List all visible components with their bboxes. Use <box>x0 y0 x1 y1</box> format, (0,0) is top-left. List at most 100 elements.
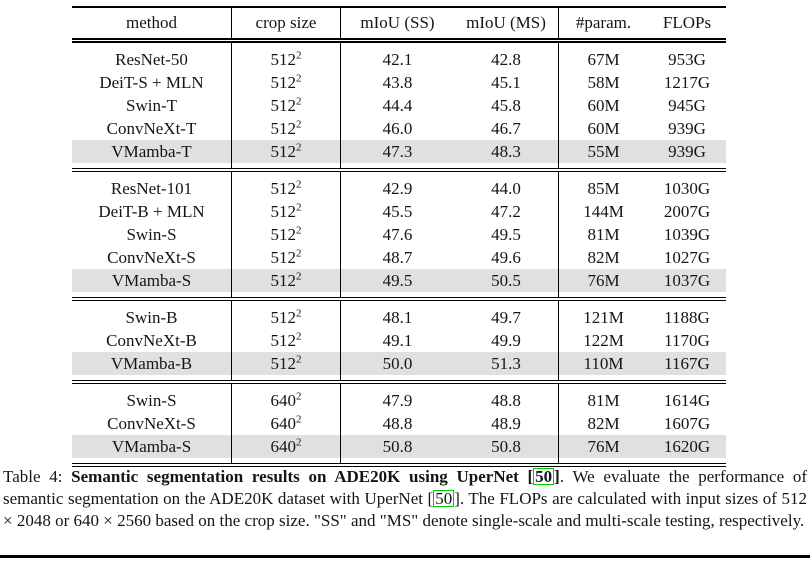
spacer-cell <box>231 382 341 389</box>
crop-size-exponent: 2 <box>296 118 302 131</box>
table-row: ConvNeXt-T 5122 46.0 46.7 60M 939G <box>72 117 726 140</box>
cell-miou-ms: 49.9 <box>454 329 559 352</box>
crop-size-value: 640 <box>270 437 297 456</box>
cell-miou-ms: 46.7 <box>454 117 559 140</box>
spacer-cell <box>648 458 726 465</box>
crop-size-exponent: 2 <box>296 201 302 214</box>
cell-params: 67M <box>587 50 620 69</box>
crop-size-value: 512 <box>270 50 297 69</box>
cell-flops: 1037G <box>648 269 726 292</box>
cell-flops: 945G <box>668 96 706 115</box>
table-header-row: method crop size mIoU (SS) mIoU (MS) #pa… <box>72 7 726 43</box>
spacer-cell <box>341 292 455 299</box>
spacer-cell <box>648 41 726 49</box>
spacer-cell <box>648 382 726 389</box>
cell-method: VMamba-S <box>72 269 232 292</box>
caption-text: ]. The FLOPs are calculated with input s… <box>3 488 807 530</box>
cell-miou-ms: 49.6 <box>454 246 559 269</box>
cell-crop-size: 5122 <box>231 200 341 223</box>
spacer-cell <box>454 382 559 389</box>
table-row: Swin-B 5122 48.1 49.7 121M 1188G <box>72 306 726 329</box>
cell-miou-ms: 50.5 <box>454 269 559 292</box>
cell-miou-ms: 45.8 <box>454 94 559 117</box>
spacer-cell <box>454 163 559 170</box>
spacer-cell <box>454 458 559 465</box>
spacer-cell <box>559 41 649 49</box>
cell-miou-ss: 48.8 <box>382 414 413 433</box>
spacer-cell <box>454 299 559 306</box>
crop-size-value: 512 <box>270 354 297 373</box>
spacer-row <box>72 299 726 306</box>
cell-params: 122M <box>583 331 624 350</box>
spacer-cell <box>648 170 726 177</box>
col-header-method: method <box>72 7 232 43</box>
cell-crop-size: 5122 <box>231 71 341 94</box>
crop-size-value: 512 <box>270 96 297 115</box>
cell-crop-size: 5122 <box>231 48 341 71</box>
cell-crop-size: 5122 <box>231 352 341 375</box>
spacer-row <box>72 40 726 49</box>
cell-crop-size: 5122 <box>231 269 341 292</box>
table-row: ResNet-101 5122 42.9 44.0 85M 1030G <box>72 177 726 200</box>
cell-method: ResNet-50 <box>72 48 232 71</box>
spacer-cell <box>559 375 649 382</box>
citation-ref[interactable]: 50 <box>433 488 455 508</box>
spacer-cell <box>72 292 232 299</box>
crop-size-value: 512 <box>270 73 297 92</box>
cell-params: 76M <box>558 269 648 292</box>
cell-miou-ss: 49.1 <box>382 331 413 350</box>
cell-miou-ss: 46.0 <box>382 119 413 138</box>
cell-miou-ms: 49.5 <box>454 223 559 246</box>
crop-size-exponent: 2 <box>296 307 302 320</box>
spacer-cell <box>454 170 559 177</box>
cell-crop-size: 5122 <box>231 329 341 352</box>
spacer-cell <box>559 382 649 389</box>
cell-crop-size: 5122 <box>231 177 341 200</box>
crop-size-value: 512 <box>270 119 297 138</box>
citation-ref[interactable]: 50 <box>533 467 555 486</box>
spacer-row <box>72 170 726 177</box>
cell-miou-ss: 43.8 <box>382 73 413 92</box>
cell-method: ConvNeXt-T <box>72 117 232 140</box>
table-row: ConvNeXt-S 6402 48.8 48.9 82M 1607G <box>72 412 726 435</box>
spacer-cell <box>72 299 232 306</box>
crop-size-exponent: 2 <box>296 72 302 85</box>
caption-text: Table 4: <box>3 467 72 486</box>
cell-flops: 1607G <box>663 414 711 433</box>
cell-miou-ms: 48.8 <box>454 389 559 412</box>
cell-params: 81M <box>587 225 620 244</box>
table-row: ResNet-50 5122 42.1 42.8 67M 953G <box>72 48 726 71</box>
spacer-cell <box>341 41 455 49</box>
caption-text: . We evaluate the performance of semanti… <box>3 467 807 508</box>
cell-miou-ss: 48.1 <box>382 308 413 327</box>
spacer-cell <box>231 375 341 382</box>
spacer-cell <box>72 163 232 170</box>
cell-miou-ms: 45.1 <box>454 71 559 94</box>
cell-params: 60M <box>587 119 620 138</box>
cell-miou-ss: 42.9 <box>382 179 413 198</box>
spacer-cell <box>454 292 559 299</box>
cell-miou-ms: 48.9 <box>454 412 559 435</box>
cell-miou-ss: 44.4 <box>382 96 413 115</box>
crop-size-value: 512 <box>270 202 297 221</box>
spacer-row <box>72 292 726 299</box>
cell-crop-size: 5122 <box>231 246 341 269</box>
table-row: Swin-S 5122 47.6 49.5 81M 1039G <box>72 223 726 246</box>
cell-miou-ss: 50.0 <box>340 352 454 375</box>
cell-method: VMamba-B <box>72 352 232 375</box>
spacer-cell <box>341 458 455 465</box>
cell-params: 55M <box>558 140 648 163</box>
spacer-cell <box>72 40 232 48</box>
table-row: ConvNeXt-B 5122 49.1 49.9 122M 1170G <box>72 329 726 352</box>
spacer-cell <box>559 163 649 170</box>
spacer-cell <box>231 292 341 299</box>
cell-miou-ss: 48.7 <box>382 248 413 267</box>
crop-size-value: 512 <box>270 271 297 290</box>
table-row: VMamba-B 5122 50.0 51.3 110M 1167G <box>72 352 726 375</box>
cell-miou-ss: 42.1 <box>382 50 413 69</box>
spacer-cell <box>72 375 232 382</box>
cell-params: 81M <box>587 391 620 410</box>
crop-size-exponent: 2 <box>296 353 302 366</box>
cell-params: 121M <box>583 308 624 327</box>
cell-method: Swin-S <box>72 223 232 246</box>
